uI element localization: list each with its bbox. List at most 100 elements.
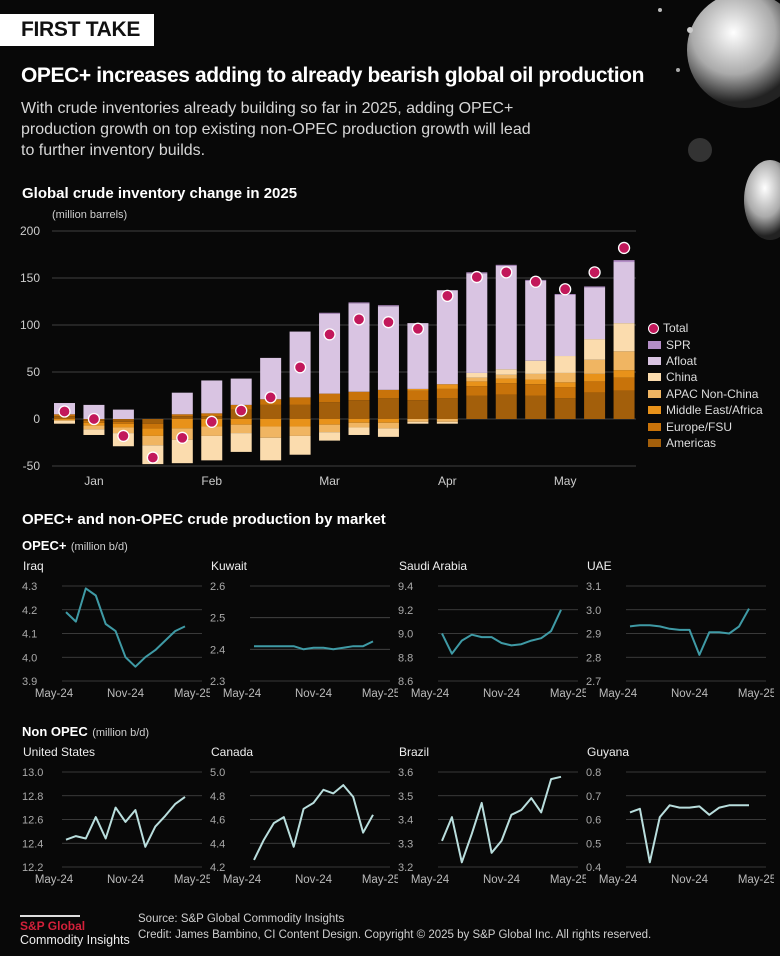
x-tick-label: May-24 [411, 688, 450, 700]
y-tick-label: 12.6 [22, 815, 43, 827]
y-tick-label: 5.0 [210, 767, 225, 779]
chart-title: Saudi Arabia [399, 559, 468, 573]
y-tick-label: 0.7 [586, 791, 601, 803]
bar-segment-europe-fsu [525, 384, 547, 396]
bar-segment-afloat [436, 290, 458, 385]
bar-segment-china [83, 429, 105, 435]
nonopec-label: Non OPEC [22, 724, 88, 739]
bar-segment-afloat [348, 303, 370, 392]
legend-swatch [648, 389, 661, 398]
x-tick-label: Nov-24 [107, 688, 145, 700]
legend-swatch [648, 322, 659, 334]
bar-segment-middle-east-africa [142, 428, 164, 436]
chart-title: Canada [211, 745, 254, 759]
footer-text: Source: S&P Global Commodity Insights Cr… [138, 911, 651, 943]
bar-segment-europe-fsu [436, 388, 458, 399]
series-line [253, 784, 374, 861]
bar-segment-americas [348, 400, 370, 419]
bar-segment-afloat [584, 287, 606, 340]
bar-segment-europe-fsu [407, 390, 429, 401]
opec-group-label: OPEC+ (million b/d) [22, 537, 128, 555]
inventory-legend: Total SPR Afloat China APAC Non-China Middle … [648, 320, 763, 451]
bar-segment-apac-non-china [613, 351, 635, 371]
bar-segment-middle-east-africa [436, 384, 458, 389]
bar-segment-afloat [319, 313, 341, 394]
series-line [65, 587, 186, 668]
x-tick-label: Jan [84, 474, 103, 488]
x-tick-label: May-25 [550, 688, 586, 700]
x-tick-label: Nov-24 [671, 688, 709, 700]
bar-segment-china [260, 437, 282, 461]
y-tick-label: 2.3 [210, 676, 225, 688]
bar-segment-europe-fsu [495, 383, 517, 395]
line-chart-uae: UAE 3.1 3.0 2.9 2.8 2.7 May-24 Nov-24 May-25 [584, 559, 774, 709]
bar-segment-apac-non-china [201, 426, 223, 436]
bar-segment-europe-fsu [289, 397, 311, 405]
bar-segment-apac-non-china [377, 422, 399, 429]
x-tick-label: Apr [438, 474, 457, 488]
total-point [470, 270, 483, 284]
series-line [441, 775, 562, 864]
y-tick-label: 3.6 [398, 767, 413, 779]
bar-segment-apac-non-china [319, 424, 341, 433]
y-tick-label: 3.0 [586, 605, 601, 617]
bar-segment-middle-east-africa [289, 419, 311, 427]
y-tick-label: 9.2 [398, 605, 413, 617]
bar-segment-europe-fsu [584, 381, 606, 393]
bar-segment-apac-non-china [407, 419, 429, 422]
bar-segment-apac-non-china [436, 419, 458, 422]
y-tick-label: 4.1 [22, 629, 37, 641]
legend-item: Europe/FSU [648, 418, 763, 434]
y-tick-label: 0.4 [586, 862, 601, 874]
y-tick-label: 100 [20, 318, 40, 332]
y-tick-label: 8.6 [398, 676, 413, 688]
source-text: Source: S&P Global Commodity Insights [138, 913, 345, 925]
x-tick-label: May-24 [599, 688, 638, 700]
nonopec-group-label: Non OPEC (million b/d) [22, 723, 149, 741]
y-tick-label: 2.9 [586, 629, 601, 641]
chart-title: Iraq [23, 559, 44, 573]
legend-label: Americas [666, 435, 717, 450]
bar-segment-europe-fsu [201, 413, 223, 417]
total-point [559, 283, 572, 296]
total-point [323, 328, 336, 341]
bar-segment-afloat [201, 380, 223, 414]
total-point [500, 266, 513, 279]
chart-title: United States [23, 745, 96, 759]
y-tick-label: 200 [20, 224, 40, 238]
bar-segment-china [466, 372, 488, 378]
x-tick-label: Nov-24 [107, 874, 145, 886]
bar-segment-apac-non-china [554, 372, 576, 383]
opec-label: OPEC+ [22, 538, 67, 553]
x-tick-label: Nov-24 [483, 688, 521, 700]
page-title: OPEC+ increases adding to already bearis… [21, 64, 645, 87]
y-tick-label: 9.4 [398, 581, 413, 593]
bar-segment-americas [377, 398, 399, 419]
inventory-chart-title: Global crude inventory change in 2025 [22, 185, 298, 202]
bar-segment-apac-non-china [348, 422, 370, 428]
bar-segment-afloat [112, 409, 134, 419]
bar-segment-middle-east-africa [319, 419, 341, 425]
bar-segment-china [525, 360, 547, 374]
bar-segment-middle-east-africa [466, 381, 488, 387]
bar-segment-afloat [377, 306, 399, 390]
bar-segment-spr [495, 264, 517, 266]
total-point [293, 361, 307, 374]
total-point [176, 431, 189, 444]
x-tick-label: May-25 [738, 688, 774, 700]
bar-segment-afloat [613, 262, 635, 324]
legend-item: Total [648, 320, 763, 336]
legend-label: China [666, 370, 698, 385]
x-tick-label: May-25 [550, 874, 586, 886]
legend-label: APAC Non-China [666, 386, 759, 401]
y-tick-label: 3.4 [398, 815, 413, 827]
legend-item: SPR [648, 336, 763, 352]
x-tick-label: Nov-24 [295, 874, 333, 886]
bar-segment-apac-non-china [83, 425, 105, 430]
y-tick-label: 2.4 [210, 644, 225, 656]
